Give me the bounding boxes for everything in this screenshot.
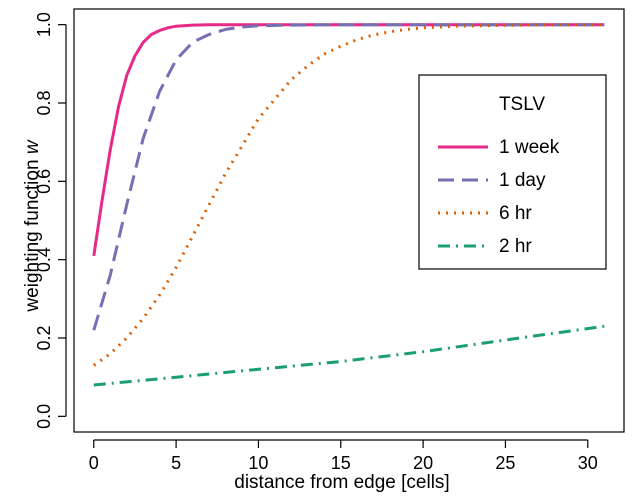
y-axis-label-symbol: w [22, 139, 43, 154]
series-line-2-hr [93, 324, 605, 387]
x-tick-label: 20 [413, 453, 433, 473]
legend-label: 1 week [499, 137, 560, 158]
x-tick-label: 10 [248, 453, 268, 473]
y-axis-label-text: weighting function [22, 154, 43, 312]
y-tick-label: 0.4 [34, 247, 54, 272]
x-tick-label: 5 [171, 453, 181, 473]
plot-border [73, 8, 625, 433]
plot-area [73, 8, 625, 433]
y-tick-label: 0.8 [34, 90, 54, 115]
legend: TSLV 1 week 1 day 6 hr 2 hr [418, 74, 607, 270]
legend-label: 2 hr [499, 236, 532, 257]
y-tick-label: 1.0 [34, 12, 54, 37]
x-axis: 0 5 10 15 20 25 30 [89, 439, 598, 473]
series-lines [92, 23, 605, 387]
x-tick-label: 25 [495, 453, 515, 473]
legend-box [418, 74, 607, 270]
x-axis-label: distance from edge [cells] [234, 472, 449, 493]
y-tick-label: 0.0 [34, 404, 54, 429]
x-tick-label: 0 [89, 453, 99, 473]
y-axis: 0.0 0.2 0.4 0.6 0.8 1.0 [34, 12, 67, 429]
y-tick-label: 0.2 [34, 325, 54, 350]
y-tick-label: 0.6 [34, 169, 54, 194]
legend-label: 1 day [499, 170, 546, 191]
y-axis-label: weighting function w [22, 139, 43, 312]
legend-title: TSLV [499, 94, 545, 115]
x-tick-label: 15 [331, 453, 351, 473]
legend-entries: 1 week 1 day 6 hr 2 hr [438, 137, 560, 257]
series-line-6-hr [92, 23, 605, 367]
legend-label: 6 hr [499, 203, 532, 224]
x-tick-label: 30 [578, 453, 598, 473]
